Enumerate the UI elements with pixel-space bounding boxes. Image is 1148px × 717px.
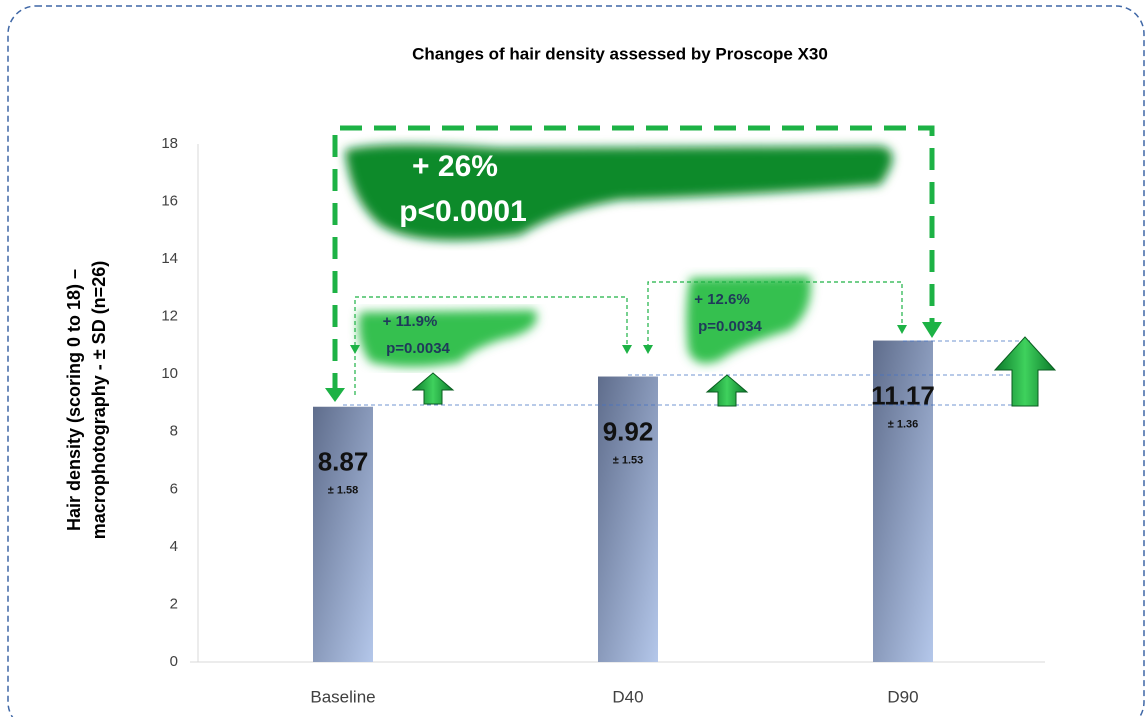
annotation-blob bbox=[358, 310, 537, 367]
value-label: 11.17 bbox=[871, 380, 935, 410]
frame bbox=[7, 5, 1145, 717]
sd-label: ± 1.58 bbox=[328, 485, 359, 497]
x-tick-label: Baseline bbox=[310, 687, 375, 706]
annotation-blob bbox=[686, 276, 811, 364]
x-tick-label: D40 bbox=[612, 687, 643, 706]
y-axis-label: Hair density (scoring 0 to 18) – macroph… bbox=[64, 261, 109, 539]
sd-label: ± 1.53 bbox=[613, 454, 644, 466]
y-tick-label: 16 bbox=[161, 193, 178, 210]
value-label: 8.87 bbox=[318, 447, 369, 477]
y-tick-label: 6 bbox=[170, 480, 178, 497]
bar bbox=[873, 340, 933, 662]
y-axis-label-line: Hair density (scoring 0 to 18) – bbox=[64, 269, 84, 531]
annotation: p<0.0001 bbox=[399, 195, 527, 228]
x-tick-label: D90 bbox=[887, 687, 918, 706]
reference-lines bbox=[343, 340, 1030, 406]
y-tick-label: 10 bbox=[161, 365, 178, 382]
annotation-blob bbox=[345, 144, 893, 241]
chart-title: Changes of hair density assessed by Pros… bbox=[412, 44, 828, 63]
bar bbox=[598, 376, 658, 662]
y-tick-label: 2 bbox=[170, 595, 178, 612]
up-arrows bbox=[411, 336, 1057, 407]
annotation: + 26% bbox=[412, 150, 498, 183]
annotation: p=0.0034 bbox=[698, 318, 762, 335]
y-tick-label: 14 bbox=[161, 250, 178, 267]
y-tick-label: 0 bbox=[170, 653, 178, 670]
annotation: + 11.9% bbox=[383, 313, 438, 330]
sd-label: ± 1.36 bbox=[888, 418, 919, 430]
y-tick-label: 18 bbox=[161, 135, 178, 152]
bar bbox=[313, 406, 373, 662]
value-label: 9.92 bbox=[603, 416, 654, 446]
y-axis-label-line: macrophotography - ± SD (n=26) bbox=[89, 261, 109, 539]
y-tick-label: 8 bbox=[170, 423, 178, 440]
annotation: p=0.0034 bbox=[386, 340, 450, 357]
y-tick-label: 4 bbox=[170, 538, 178, 555]
y-tick-label: 12 bbox=[161, 308, 178, 325]
annotation: + 12.6% bbox=[694, 291, 749, 308]
arrow-heads bbox=[325, 322, 942, 402]
